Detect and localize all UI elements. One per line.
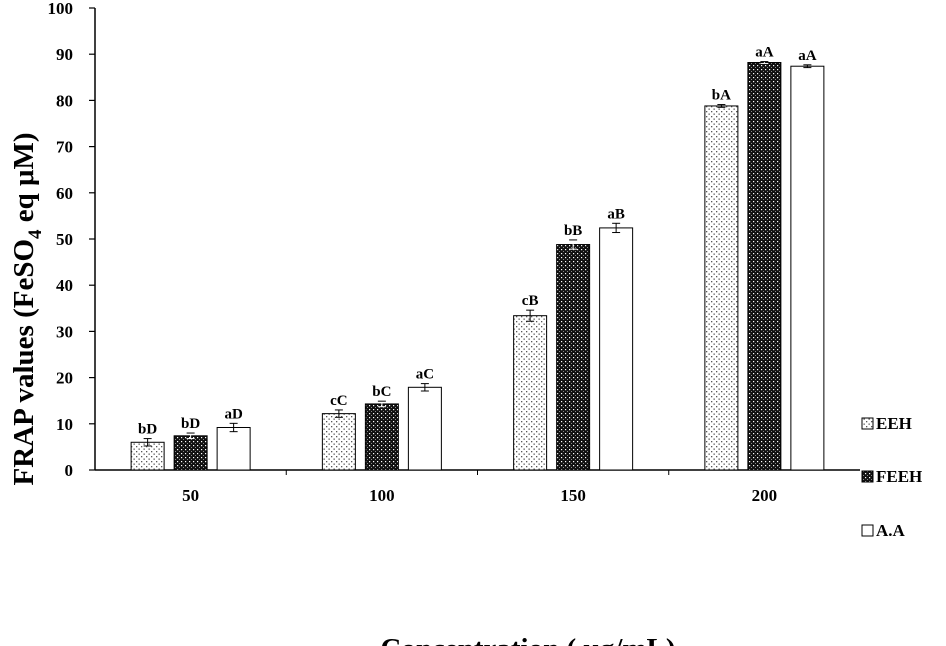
y-tick-label: 0: [65, 461, 74, 480]
y-tick-label: 70: [56, 138, 73, 157]
legend-label: FEEH: [876, 467, 922, 486]
legend-swatch-eeh: [861, 417, 874, 430]
bar-eeh-50: [130, 441, 165, 471]
significance-label: bB: [564, 223, 582, 239]
y-tick-label: 40: [56, 276, 73, 295]
x-axis-title: Concentration ( μg/mL): [380, 633, 675, 646]
y-tick-label: 90: [56, 45, 73, 64]
bar-a-a-150: [599, 227, 634, 471]
x-tick-label: 50: [182, 486, 199, 505]
y-tick-label: 100: [48, 0, 74, 18]
bar-eeh-150: [513, 315, 548, 471]
x-ticks: 50 100 150 200: [182, 470, 777, 505]
significance-label: aA: [798, 48, 817, 64]
significance-label: aA: [755, 45, 774, 61]
x-tick-label: 150: [560, 486, 586, 505]
y-ticks: 0 10 20 30 40 50 60 70 80 90 100: [48, 0, 95, 480]
bar-eeh-200: [704, 105, 739, 471]
y-tick-label: 80: [56, 91, 73, 110]
x-tick-label: 200: [752, 486, 778, 505]
bar-feeh-150: [556, 244, 591, 471]
y-axis-title-main: FRAP values (FeSO: [8, 239, 40, 486]
y-tick-label: 60: [56, 184, 73, 203]
legend-label: A.A: [876, 521, 906, 540]
significance-label: aD: [224, 406, 243, 422]
significance-label: aB: [607, 206, 625, 222]
bar-feeh-100: [364, 403, 399, 471]
bar-feeh-50: [173, 435, 208, 471]
x-tick-label: 100: [369, 486, 395, 505]
legend-label: EEH: [876, 414, 912, 433]
legend: EEH FEEH A.A: [861, 414, 922, 540]
legend-swatch-a-a: [861, 524, 874, 537]
significance-label: cB: [522, 293, 539, 309]
y-tick-label: 50: [56, 230, 73, 249]
bar-a-a-100: [407, 386, 442, 471]
legend-swatch-feeh: [861, 470, 874, 483]
bar-eeh-100: [321, 413, 356, 471]
significance-label: bD: [138, 422, 157, 438]
axes: [94, 8, 860, 471]
bar-feeh-200: [747, 62, 782, 471]
bars: bD cC cB bA bD bC bB aA aD aC aB aA: [130, 45, 825, 471]
y-tick-label: 30: [56, 322, 73, 341]
significance-label: bC: [372, 384, 391, 400]
significance-label: cC: [330, 393, 348, 409]
y-tick-label: 20: [56, 369, 73, 388]
significance-label: bD: [181, 416, 200, 432]
y-tick-label: 10: [56, 415, 73, 434]
y-axis-title-subscript: 4: [25, 229, 46, 239]
y-axis-title: FRAP values (FeSO4 eq μM): [8, 133, 46, 486]
y-axis-title-tail: eq μM): [8, 133, 40, 230]
significance-label: bA: [712, 88, 731, 104]
significance-label: aC: [416, 367, 434, 383]
bar-a-a-50: [216, 426, 251, 471]
bar-a-a-200: [790, 65, 825, 471]
